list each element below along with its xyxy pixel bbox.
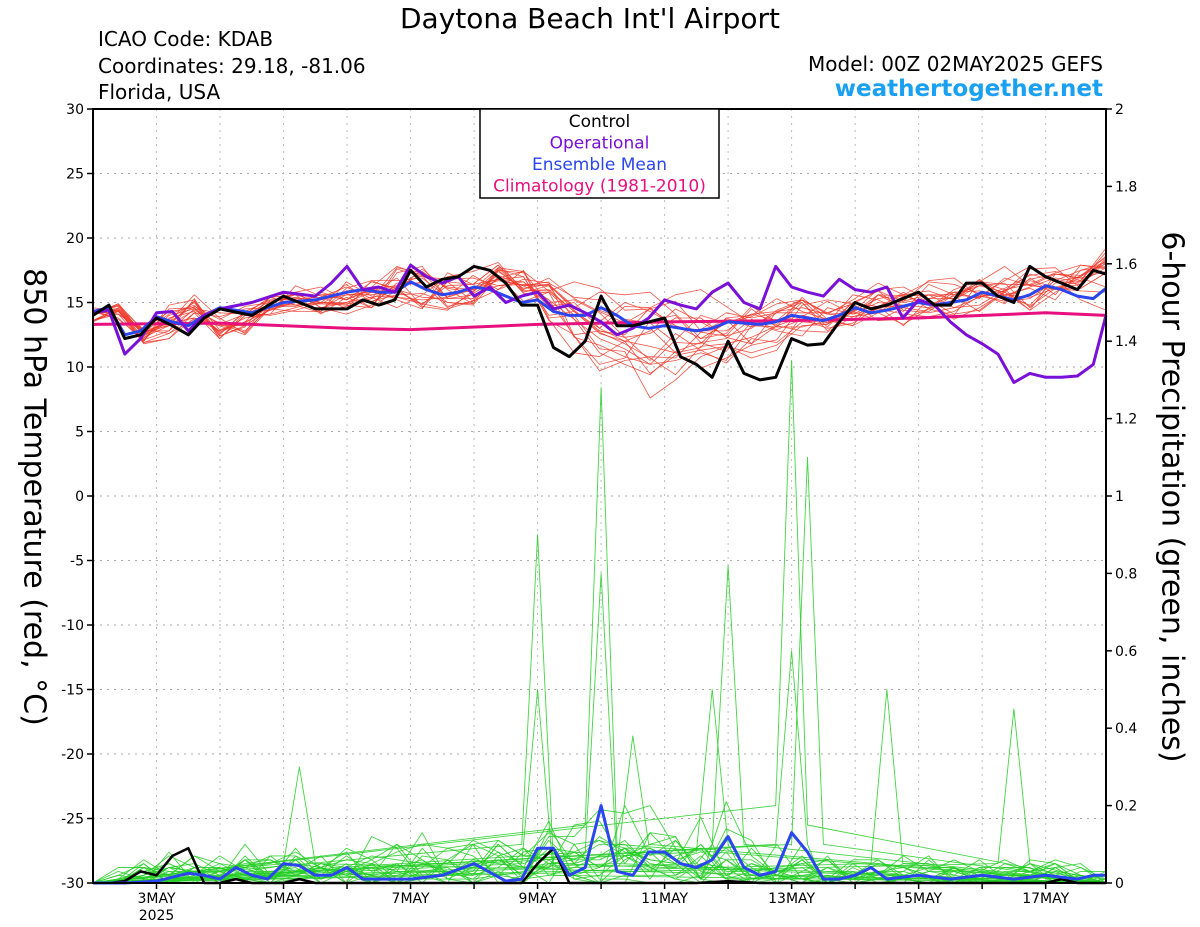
temp-member-line <box>92 251 1107 340</box>
x-tick-label: 5MAY <box>265 891 303 907</box>
precip-member-line <box>92 650 1106 884</box>
x-tick-label: 3MAY <box>137 891 175 907</box>
precip-mean-line <box>93 804 1106 885</box>
coordinates: Coordinates: 29.18, -81.06 <box>98 54 366 78</box>
y2-tick-label: 1.8 <box>1115 179 1137 195</box>
legend-entry: Ensemble Mean <box>532 155 667 175</box>
y2-tick-label: 0.2 <box>1115 799 1137 815</box>
precip-member-line <box>92 708 1107 884</box>
site-link[interactable]: weathertogether.net <box>834 76 1103 102</box>
grid-layer <box>93 109 1106 883</box>
x-tick-label: 9MAY <box>519 891 557 907</box>
precip-member-line <box>92 689 1107 884</box>
temp-member-line <box>92 264 1107 399</box>
precipitation-layer <box>92 360 1107 885</box>
chart-title: Daytona Beach Int'l Airport <box>399 2 781 35</box>
x-tick-label: 7MAY <box>392 891 430 907</box>
y2-tick-label: 1 <box>1115 489 1124 505</box>
y-tick-label: 25 <box>66 167 84 183</box>
y2-tick-label: 0.4 <box>1115 721 1137 737</box>
precip-member-line <box>92 689 1107 884</box>
y-tick-label: -5 <box>70 554 84 570</box>
y-tick-label: -30 <box>61 876 84 892</box>
temp-member-line <box>92 258 1107 341</box>
temperature-layer <box>92 248 1108 399</box>
precip-member-line <box>92 534 1107 884</box>
x-tick-sublabel: 2025 <box>139 908 175 924</box>
axes-layer: -30-25-20-15-10-505101520253000.20.40.60… <box>61 102 1137 924</box>
y2-tick-label: 0.6 <box>1115 644 1137 660</box>
y-tick-label: 5 <box>75 425 84 441</box>
precip-member-line <box>92 456 1107 884</box>
temp-control-line <box>92 264 1107 382</box>
precip-member-line <box>92 843 1106 884</box>
precip-member-line <box>92 360 1107 884</box>
y2-tick-label: 0 <box>1115 876 1124 892</box>
y2-tick-label: 0.8 <box>1115 566 1137 582</box>
precip-member-line <box>92 572 1107 884</box>
x-tick-label: 17MAY <box>1022 891 1069 907</box>
y-tick-label: -25 <box>61 812 84 828</box>
y-tick-label: -10 <box>61 618 84 634</box>
temp-member-line <box>92 273 1107 365</box>
precip-member-line <box>92 565 1107 884</box>
y-tick-label: -20 <box>61 747 84 763</box>
x-tick-label: 15MAY <box>895 891 942 907</box>
y-tick-label: 15 <box>66 296 84 312</box>
legend-entry: Climatology (1981-2010) <box>493 177 706 197</box>
temp-member-line <box>92 248 1107 364</box>
y-tick-label: -15 <box>61 683 84 699</box>
y2-tick-label: 2 <box>1115 102 1124 118</box>
y2-tick-label: 1.6 <box>1115 257 1137 273</box>
legend-entry: Control <box>569 112 630 132</box>
y-tick-label: 10 <box>66 360 84 376</box>
icao-code: ICAO Code: KDAB <box>98 27 274 51</box>
y2-tick-label: 1.4 <box>1115 334 1137 350</box>
y-tick-label: 30 <box>66 102 84 118</box>
y-tick-label: 20 <box>66 231 84 247</box>
x-tick-label: 11MAY <box>641 891 688 907</box>
precip-member-line <box>92 689 1107 884</box>
y-tick-label: 0 <box>75 489 84 505</box>
temp-member-line <box>92 262 1107 376</box>
x-tick-label: 13MAY <box>768 891 815 907</box>
temp-member-line <box>92 263 1107 374</box>
model-run: Model: 00Z 02MAY2025 GEFS <box>808 52 1103 76</box>
legend-entry: Operational <box>550 134 650 154</box>
precip-member-line <box>92 735 1107 884</box>
region: Florida, USA <box>98 80 221 104</box>
operational-line <box>92 263 1108 384</box>
legend-box <box>479 108 720 199</box>
y2-tick-label: 1.2 <box>1115 412 1137 428</box>
